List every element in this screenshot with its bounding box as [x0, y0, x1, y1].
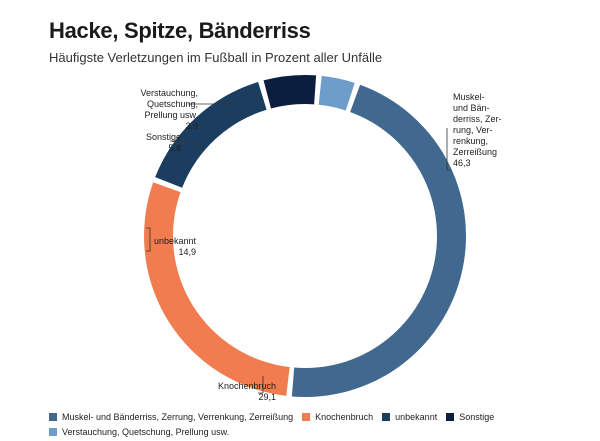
legend-label: Sonstige: [459, 412, 495, 422]
data-label-text: und Bän-: [453, 103, 490, 113]
legend-swatch: [302, 413, 311, 421]
legend-label: Muskel- und Bänderriss, Zerrung, Verrenk…: [62, 412, 294, 422]
data-label-value: 3,9: [185, 121, 198, 131]
chart-title: Hacke, Spitze, Bänderriss: [49, 18, 311, 43]
chart-subtitle: Häufigste Verletzungen im Fußball in Pro…: [49, 50, 383, 65]
legend-item: Muskel- und Bänderriss, Zerrung, Verrenk…: [49, 410, 293, 424]
data-label-text: rung, Ver-: [453, 125, 493, 135]
leader-line-2: [146, 227, 151, 252]
data-label-3: Sonstige 5,8: [146, 132, 181, 154]
legend-label: Knochenbruch: [315, 412, 374, 422]
slice-1: [144, 182, 290, 396]
data-label-text: derriss, Zer-: [453, 114, 502, 124]
data-label-text: Verstauchung,: [140, 88, 198, 98]
legend-label: Verstauchung, Quetschung, Prellung usw.: [62, 427, 230, 437]
leader-line-3: [170, 140, 206, 151]
data-label-value: 14,9: [178, 247, 196, 257]
legend-item: Sonstige: [446, 410, 494, 424]
leader-line-4: [188, 103, 233, 108]
data-label-text: Zerreißung: [453, 147, 498, 157]
legend-swatch: [382, 413, 391, 421]
leader-line-0: [446, 128, 451, 171]
legend-swatch: [49, 413, 57, 421]
data-label-value: 46,3: [453, 158, 471, 168]
data-label-text: Muskel-: [453, 92, 485, 102]
slice-3: [263, 75, 317, 109]
legend-swatch: [49, 428, 57, 436]
data-label-2: unbekannt 14,9: [154, 236, 196, 258]
data-label-value: 5,8: [168, 143, 181, 153]
leader-line-1: [258, 376, 264, 394]
data-label-text: renkung,: [453, 136, 489, 146]
data-label-0: Muskel-und Bän-derriss, Zer-rung, Ver-re…: [453, 92, 502, 169]
data-label-text: Quetschung,: [146, 99, 198, 109]
slice-0: [291, 84, 467, 398]
data-label-text: Prellung usw.: [144, 110, 198, 120]
data-label-4: Verstauchung, Quetschung, Prellung usw. 3,9: [140, 88, 198, 132]
data-label-text: unbekannt: [153, 236, 196, 246]
data-label-value: 29,1: [258, 392, 276, 402]
legend-item: Knochenbruch: [302, 410, 373, 424]
slice-2: [155, 81, 267, 188]
slice-4: [318, 75, 355, 111]
legend-label: unbekannt: [395, 412, 438, 422]
legend-swatch: [446, 413, 455, 421]
legend-item: unbekannt: [382, 410, 437, 424]
legend-item: Verstauchung, Quetschung, Prellung usw.: [49, 425, 229, 439]
data-label-text: Knochenbruch: [217, 381, 276, 391]
chart-legend: Muskel- und Bänderriss, Zerrung, Verrenk…: [49, 410, 549, 440]
data-label-text: Sonstige: [145, 132, 181, 142]
data-label-1: Knochenbruch 29,1: [218, 381, 276, 403]
